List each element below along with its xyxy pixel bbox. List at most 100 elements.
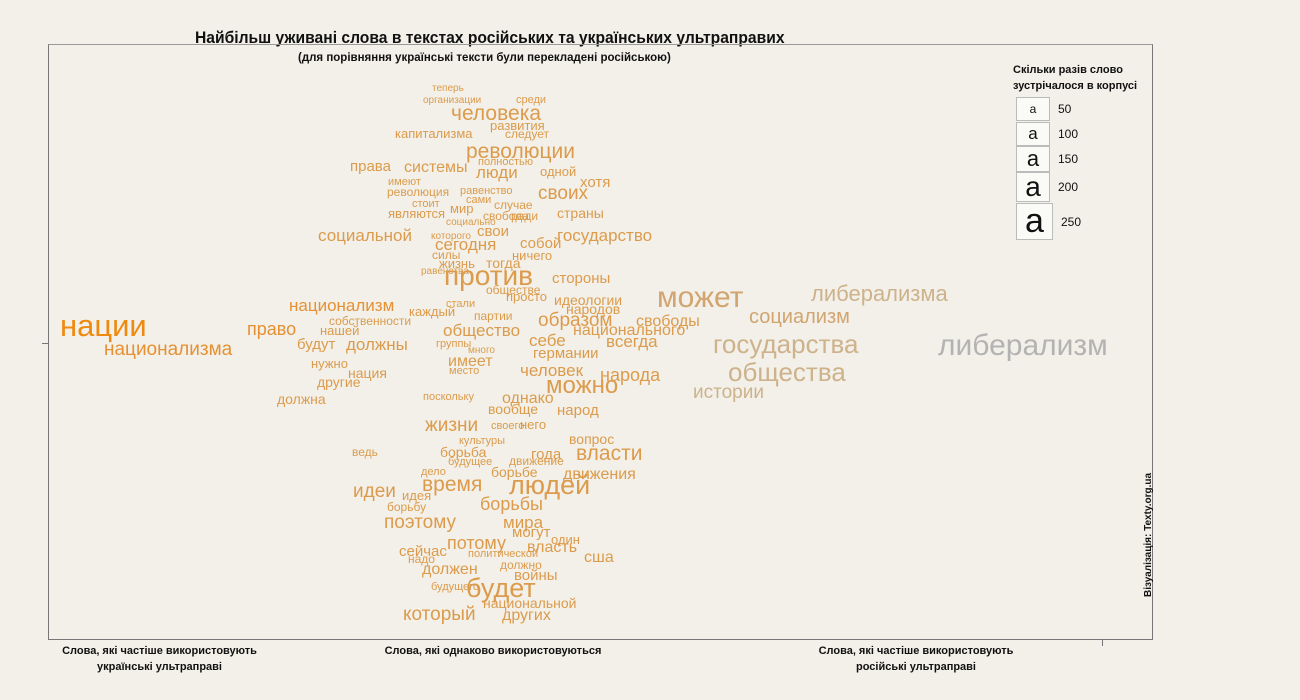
cloud-word: имеют (388, 176, 421, 188)
cloud-word: время (422, 473, 482, 496)
cloud-word: вопрос (569, 431, 614, 447)
cloud-word: войны (514, 567, 558, 584)
cloud-word: либерализма (811, 281, 949, 306)
cloud-word: много (468, 345, 495, 356)
cloud-word: можно (546, 372, 618, 399)
cloud-word: образом (538, 310, 613, 331)
cloud-word: являются (388, 206, 445, 221)
cloud-word: власть (527, 539, 577, 556)
legend-value: 150 (1058, 152, 1079, 166)
cloud-word: ничего (512, 248, 552, 263)
cloud-word: национализма (104, 339, 233, 360)
cloud-word: сейчас (399, 543, 447, 560)
cloud-word: будущее (448, 456, 492, 468)
cloud-word: следует (505, 127, 550, 141)
cloud-word: люди (476, 163, 518, 182)
cloud-word: жизнь (439, 256, 475, 271)
credit-text: Візуалізація: Texty.org.ua (1143, 472, 1154, 597)
cloud-word: борьбы (480, 494, 543, 514)
cloud-word: германии (533, 345, 599, 362)
cloud-word: одной (540, 164, 576, 179)
cloud-word: года (531, 446, 562, 463)
cloud-word: партии (474, 309, 512, 323)
cloud-word: будущего (431, 581, 479, 593)
cloud-word: среди (516, 94, 546, 106)
x-label-russian: Слова, які частіше використовують російс… (818, 645, 1014, 673)
chart-title: Найбільш уживані слова в текстах російсь… (195, 28, 785, 47)
legend-value: 250 (1061, 214, 1082, 229)
cloud-word: надо (408, 552, 435, 566)
cloud-word: стоит (412, 198, 440, 210)
cloud-word: случае (494, 198, 533, 212)
cloud-word: должны (346, 335, 408, 354)
cloud-word: могут (512, 524, 551, 541)
cloud-word: нужно (311, 356, 348, 371)
cloud-word: должен (422, 561, 478, 578)
cloud-word: поэтому (384, 512, 456, 533)
cloud-word: идея (402, 488, 431, 503)
cloud-word: своего (491, 420, 524, 432)
legend-row: а 200 (1016, 171, 1079, 202)
cloud-word: ради (511, 209, 538, 223)
legend-sample-glyph: а (1016, 97, 1050, 121)
cloud-word: свои (477, 223, 509, 240)
cloud-word: борьбу (387, 500, 426, 514)
cloud-word: собственности (329, 314, 411, 328)
cloud-word: равенства (421, 266, 469, 277)
cloud-word: человек (520, 361, 584, 380)
cloud-word: революции (466, 140, 575, 163)
cloud-word: право (247, 319, 296, 339)
legend-row: а 150 (1016, 146, 1078, 172)
cloud-word: политической (468, 548, 538, 560)
legend-title: Скільки разів слово зустрічалося в корпу… (1013, 64, 1138, 92)
cloud-word: борьбе (491, 464, 538, 480)
legend-sample-glyph: а (1016, 202, 1053, 240)
cloud-word: вообще (488, 401, 538, 417)
legend-sample-glyph: а (1016, 122, 1050, 146)
cloud-word: нации (60, 308, 147, 343)
cloud-word: своих (538, 183, 589, 204)
cloud-word: группы (436, 338, 471, 350)
cloud-word: истории (693, 382, 764, 403)
cloud-word: развития (490, 118, 545, 133)
cloud-word: теперь (432, 83, 464, 94)
cloud-word: мира (503, 513, 544, 532)
cloud-word: социальной (318, 226, 412, 245)
cloud-word: государства (713, 329, 859, 359)
cloud-word: которого (431, 231, 471, 242)
cloud-word: человека (451, 102, 541, 125)
cloud-word: социализм (749, 306, 850, 328)
cloud-word: однако (502, 390, 554, 407)
axis-tick-left (42, 343, 48, 344)
cloud-word: один (551, 532, 580, 547)
legend-row: а 250 (1016, 202, 1082, 240)
cloud-word: идеологии (554, 292, 622, 308)
cloud-word: национального (573, 322, 685, 339)
cloud-word: страны (557, 205, 604, 221)
cloud-word: либерализм (938, 329, 1108, 362)
cloud-word: потому (447, 533, 506, 553)
cloud-word: сами (466, 194, 491, 206)
cloud-word: системы (404, 159, 467, 176)
cloud-word: власти (576, 442, 642, 465)
cloud-word: нация (348, 365, 387, 381)
cloud-word: мир (450, 201, 473, 216)
cloud-word: ведь (352, 445, 378, 459)
legend-row: а 100 (1016, 122, 1078, 146)
legend-value: 200 (1058, 180, 1079, 194)
cloud-word: нашей (320, 323, 359, 338)
cloud-word: жизни (425, 415, 478, 436)
x-label-neutral: Слова, які однаково використовуються (384, 645, 602, 657)
chart-subtitle: (для порівняння українські тексти були п… (298, 52, 671, 64)
cloud-word: сегодня (435, 235, 496, 254)
cloud-word: должна (277, 391, 326, 407)
cloud-word: против (444, 260, 533, 291)
cloud-word: имеет (448, 353, 493, 370)
cloud-word: стороны (552, 270, 610, 287)
cloud-word: народа (600, 365, 661, 385)
legend-row: а 50 (1016, 97, 1071, 121)
cloud-word: него (520, 417, 546, 432)
cloud-word: движения (563, 466, 636, 483)
cloud-word: других (502, 607, 551, 624)
